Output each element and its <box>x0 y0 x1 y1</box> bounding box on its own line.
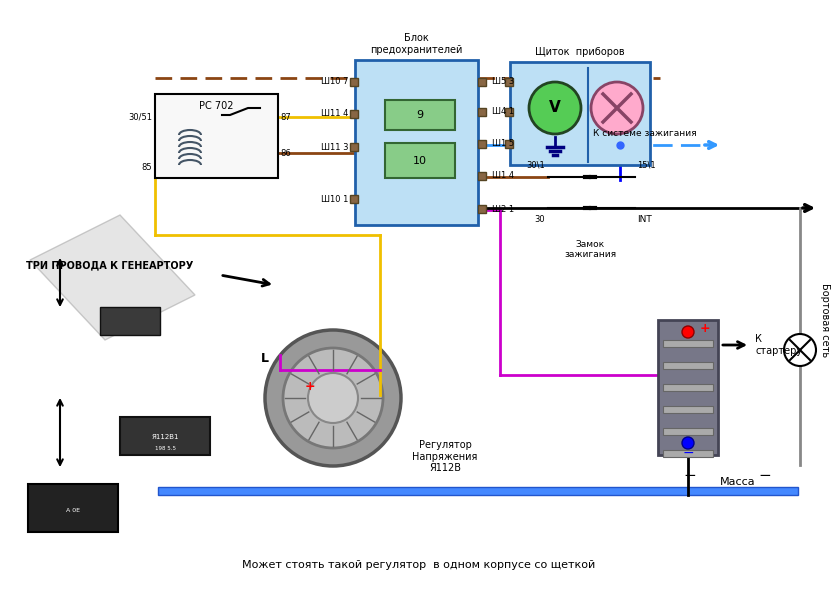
Text: Регулятор
Напряжения
Я112В: Регулятор Напряжения Я112В <box>412 440 478 473</box>
Polygon shape <box>30 215 195 340</box>
Circle shape <box>682 326 694 338</box>
Text: A 0Е: A 0Е <box>66 507 80 512</box>
Text: Ш11 4: Ш11 4 <box>321 109 348 118</box>
Bar <box>350 195 358 203</box>
Text: 87: 87 <box>280 112 291 122</box>
Bar <box>478 140 486 148</box>
Text: К
стартеру: К стартеру <box>755 334 802 356</box>
Bar <box>478 108 486 116</box>
Text: +: + <box>700 322 711 334</box>
Circle shape <box>591 82 643 134</box>
Circle shape <box>308 373 358 423</box>
Text: L: L <box>261 352 269 365</box>
Bar <box>100 307 160 335</box>
Text: 30\1: 30\1 <box>526 161 545 170</box>
Text: Я112В1: Я112В1 <box>151 434 178 440</box>
Text: 85: 85 <box>142 164 152 173</box>
Text: Блок
предохранителей: Блок предохранителей <box>370 33 463 55</box>
Bar <box>663 340 713 347</box>
Text: +: + <box>305 380 316 393</box>
Text: Масса: Масса <box>720 477 756 487</box>
Text: 9: 9 <box>416 110 423 120</box>
Text: ТРИ ПРОВОДА К ГЕНЕАРТОРУ: ТРИ ПРОВОДА К ГЕНЕАРТОРУ <box>26 260 194 270</box>
Bar <box>350 110 358 118</box>
Bar <box>28 484 118 532</box>
Circle shape <box>529 82 581 134</box>
Bar <box>355 60 478 225</box>
Bar <box>510 62 650 165</box>
Text: Ш11 3: Ш11 3 <box>320 143 348 152</box>
Text: Ш2 1: Ш2 1 <box>492 205 515 214</box>
Bar <box>663 362 713 369</box>
Circle shape <box>682 437 694 449</box>
Text: 86: 86 <box>280 149 291 158</box>
Bar <box>478 78 486 86</box>
Text: V: V <box>549 100 561 115</box>
Bar <box>385 100 455 130</box>
Bar <box>505 78 513 86</box>
Text: Ш4 1: Ш4 1 <box>492 107 515 116</box>
Text: −: − <box>758 467 771 482</box>
Bar <box>120 417 210 455</box>
Bar <box>478 172 486 180</box>
Bar <box>505 140 513 148</box>
Bar <box>663 450 713 457</box>
Text: Ш10 7: Ш10 7 <box>320 78 348 87</box>
Text: Ш5 3: Ш5 3 <box>492 78 515 87</box>
Text: Щиток  приборов: Щиток приборов <box>535 47 625 57</box>
Text: Ш1 5: Ш1 5 <box>492 140 515 149</box>
Text: К системе зажигания: К системе зажигания <box>593 128 697 137</box>
Bar <box>158 487 798 495</box>
Bar <box>350 78 358 86</box>
Text: 30: 30 <box>535 216 545 224</box>
Bar <box>385 143 455 178</box>
Bar <box>505 108 513 116</box>
Circle shape <box>265 330 401 466</box>
Text: −: − <box>684 467 696 482</box>
Text: INT: INT <box>637 216 652 224</box>
Bar <box>658 320 718 455</box>
Text: 10: 10 <box>413 156 427 166</box>
Bar <box>663 406 713 413</box>
Text: Бортовая сеть: Бортовая сеть <box>820 283 830 357</box>
Bar <box>663 428 713 435</box>
Text: 198 5.5: 198 5.5 <box>154 445 175 451</box>
Bar <box>155 94 278 178</box>
Text: Замок
зажигания: Замок зажигания <box>564 240 616 260</box>
Bar <box>350 143 358 151</box>
Bar <box>663 384 713 391</box>
Text: Ш1 4: Ш1 4 <box>492 171 515 180</box>
Text: −: − <box>682 446 694 460</box>
Circle shape <box>784 334 816 366</box>
Bar <box>478 205 486 213</box>
Text: РС 702: РС 702 <box>199 101 234 111</box>
Text: 15\1: 15\1 <box>637 161 655 170</box>
Text: 30/51: 30/51 <box>128 112 152 122</box>
Text: Может стоять такой регулятор  в одном корпусе со щеткой: Может стоять такой регулятор в одном кор… <box>242 560 596 570</box>
Circle shape <box>283 348 383 448</box>
Text: Ш10 1: Ш10 1 <box>321 195 348 204</box>
